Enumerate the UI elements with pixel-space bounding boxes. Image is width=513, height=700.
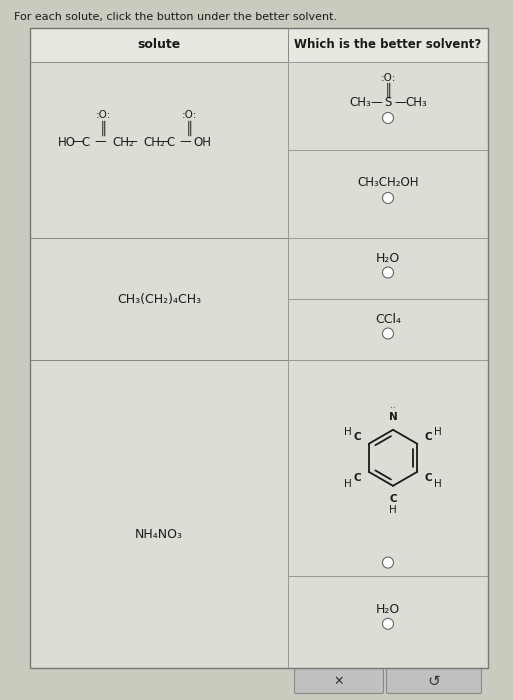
Text: ║: ║ bbox=[99, 120, 107, 136]
Text: OH: OH bbox=[193, 136, 211, 148]
Text: S: S bbox=[384, 97, 392, 109]
Text: solute: solute bbox=[137, 38, 181, 52]
Bar bbox=[288, 62, 488, 238]
Text: For each solute, click the button under the better solvent.: For each solute, click the button under … bbox=[14, 12, 337, 22]
Text: :O:: :O: bbox=[380, 73, 396, 83]
Text: HO: HO bbox=[58, 136, 76, 148]
Bar bbox=[288, 238, 488, 360]
Bar bbox=[288, 360, 488, 575]
Text: H: H bbox=[434, 427, 442, 437]
Text: H: H bbox=[434, 479, 442, 489]
Text: ✕: ✕ bbox=[334, 675, 344, 687]
Text: H: H bbox=[344, 427, 352, 437]
Text: ··: ·· bbox=[390, 405, 396, 413]
Text: —: — bbox=[179, 136, 191, 148]
Text: C: C bbox=[353, 433, 361, 442]
Text: C: C bbox=[166, 136, 174, 148]
Circle shape bbox=[383, 618, 393, 629]
FancyBboxPatch shape bbox=[294, 668, 384, 694]
Circle shape bbox=[383, 113, 393, 123]
Bar bbox=[288, 62, 488, 150]
Text: CH₃CH₂OH: CH₃CH₂OH bbox=[357, 176, 419, 188]
Text: CH₂: CH₂ bbox=[143, 136, 165, 148]
Text: ║: ║ bbox=[185, 120, 193, 136]
Text: H₂O: H₂O bbox=[376, 252, 400, 265]
Bar bbox=[288, 28, 488, 62]
Text: H₂O: H₂O bbox=[376, 603, 400, 616]
Bar bbox=[30, 62, 288, 238]
Text: —: — bbox=[394, 97, 406, 109]
Text: C: C bbox=[389, 494, 397, 504]
Text: CH₃: CH₃ bbox=[405, 97, 427, 109]
Bar bbox=[30, 360, 288, 668]
Bar bbox=[30, 28, 288, 62]
Text: N: N bbox=[389, 412, 398, 422]
Bar bbox=[30, 238, 288, 360]
Text: CH₃: CH₃ bbox=[349, 97, 371, 109]
Text: ↺: ↺ bbox=[428, 673, 440, 689]
Circle shape bbox=[383, 328, 393, 339]
Bar bbox=[30, 28, 488, 668]
Circle shape bbox=[383, 193, 393, 204]
Text: C: C bbox=[353, 473, 361, 483]
Bar bbox=[288, 360, 488, 668]
Circle shape bbox=[383, 267, 393, 278]
Text: CH₃(CH₂)₄CH₃: CH₃(CH₂)₄CH₃ bbox=[117, 293, 201, 305]
Text: CCl₄: CCl₄ bbox=[375, 313, 401, 326]
Text: ║: ║ bbox=[384, 83, 392, 98]
Text: —: — bbox=[94, 136, 106, 148]
Text: NH₄NO₃: NH₄NO₃ bbox=[135, 528, 183, 540]
Bar bbox=[288, 150, 488, 238]
Bar bbox=[288, 575, 488, 668]
Text: CH₂: CH₂ bbox=[112, 136, 134, 148]
Text: C: C bbox=[425, 473, 432, 483]
Text: H: H bbox=[389, 505, 397, 514]
FancyBboxPatch shape bbox=[386, 668, 482, 694]
Circle shape bbox=[383, 557, 393, 568]
Text: —: — bbox=[71, 136, 83, 148]
Text: Which is the better solvent?: Which is the better solvent? bbox=[294, 38, 482, 52]
Text: —: — bbox=[370, 97, 382, 109]
Text: :O:: :O: bbox=[181, 110, 196, 120]
Text: C: C bbox=[425, 433, 432, 442]
Bar bbox=[288, 299, 488, 360]
Text: —: — bbox=[125, 136, 137, 148]
Bar bbox=[288, 238, 488, 299]
Text: C: C bbox=[81, 136, 89, 148]
Text: H: H bbox=[344, 479, 352, 489]
Text: —: — bbox=[156, 136, 168, 148]
Text: :O:: :O: bbox=[95, 110, 111, 120]
